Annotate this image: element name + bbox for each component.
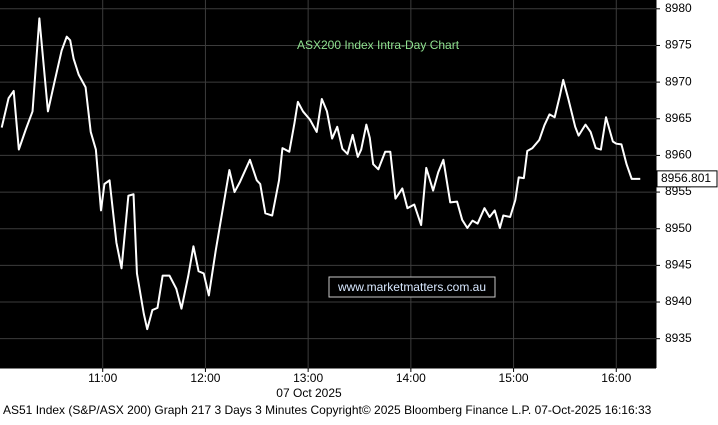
x-tick-label: 11:00 [88,371,117,385]
y-tick-label: 8980 [665,1,692,15]
date-label: 07 Oct 2025 [276,386,342,400]
y-tick-label: 8955 [665,184,692,198]
y-tick-label: 8975 [665,38,692,52]
x-tick-label: 16:00 [601,371,631,385]
chart-title: ASX200 Index Intra-Day Chart [297,38,460,52]
price-line [0,17,641,331]
last-value-label: 8956.801 [661,171,711,185]
x-tick-label: 15:00 [499,371,529,385]
y-tick-label: 8935 [665,331,692,345]
watermark-box [328,276,496,298]
last-value-box [656,170,718,188]
y-tick-label: 8945 [665,258,692,272]
y-tick-label: 8960 [665,148,692,162]
y-tick-label: 8965 [665,111,692,125]
y-tick-label: 8970 [665,74,692,88]
y-tick-label: 8950 [665,221,692,235]
x-tick-label: 12:00 [190,371,220,385]
watermark: www.marketmatters.com.au [337,280,486,294]
x-tick-label: 14:00 [396,371,426,385]
footer: AS51 Index (S&P/ASX 200) Graph 217 3 Day… [3,403,652,417]
x-tick-label: 13:00 [293,371,323,385]
y-tick-label: 8940 [665,294,692,308]
